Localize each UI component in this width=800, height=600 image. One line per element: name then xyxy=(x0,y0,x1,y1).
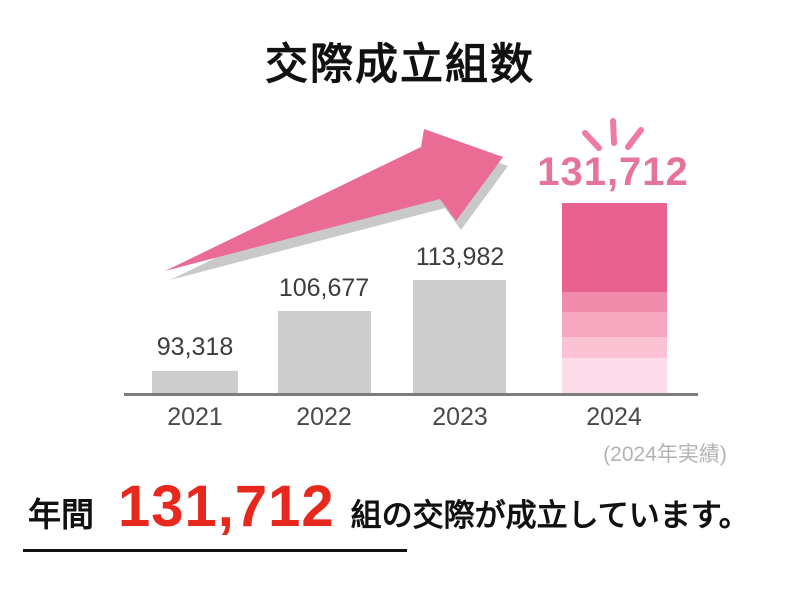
note-2024-results: (2024年実績) xyxy=(603,443,727,466)
tick-label-2022: 2022 xyxy=(296,403,352,431)
summary-suffix: 組の交際が成立しています。 xyxy=(350,498,750,533)
tick-label-2021: 2021 xyxy=(167,403,223,431)
tick-label-2024: 2024 xyxy=(586,403,642,431)
bar-2022 xyxy=(278,311,371,393)
tick-label-2023: 2023 xyxy=(432,403,488,431)
summary-sentence: 年間 131,712 組の交際が成立しています。 xyxy=(28,478,792,536)
value-label-2024-highlight: 131,712 xyxy=(537,150,689,194)
value-label-2022: 106,677 xyxy=(278,274,370,302)
bar-2023 xyxy=(413,280,506,393)
x-axis-line xyxy=(124,393,698,396)
value-label-2021: 93,318 xyxy=(156,333,234,361)
summary-underline xyxy=(23,549,407,552)
summary-prefix: 年間 xyxy=(28,496,94,533)
bar-2024-highlight xyxy=(562,203,667,393)
sparkle-icon xyxy=(582,118,644,151)
value-label-2023: 113,982 xyxy=(415,243,505,271)
bar-2021 xyxy=(152,371,238,393)
summary-number: 131,712 xyxy=(118,474,335,539)
page-title: 交際成立組数 xyxy=(265,41,535,89)
